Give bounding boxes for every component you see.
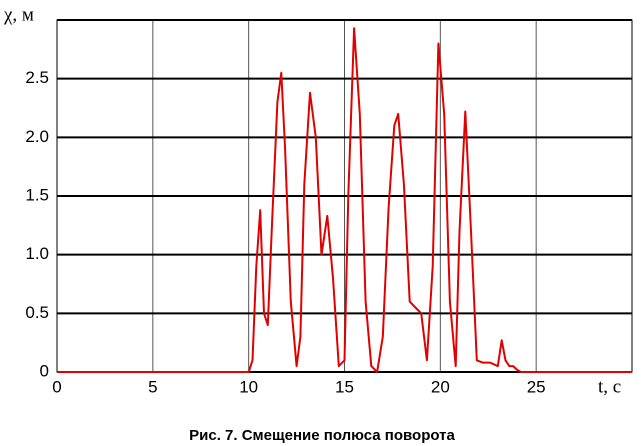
x-axis-label: t, с bbox=[598, 376, 621, 397]
x-tick-label: 15 bbox=[335, 377, 354, 396]
x-tick-label: 20 bbox=[431, 377, 450, 396]
y-tick-label: 2.0 bbox=[25, 127, 49, 146]
x-tick-label: 5 bbox=[148, 377, 157, 396]
x-tick-label: 10 bbox=[239, 377, 258, 396]
y-tick-label: 1.0 bbox=[25, 244, 49, 263]
x-tick-label: 25 bbox=[527, 377, 546, 396]
plot-frame bbox=[56, 19, 633, 373]
caption: Рис. 7. Смещение полюса поворота bbox=[189, 427, 455, 444]
y-tick-label: 0 bbox=[40, 361, 49, 380]
data-line bbox=[57, 27, 632, 373]
y-tick-label: 0.5 bbox=[25, 303, 49, 322]
y-axis-label: χ, м bbox=[3, 4, 34, 25]
x-tick-label: 0 bbox=[52, 377, 61, 396]
y-tick-label: 1.5 bbox=[25, 185, 49, 204]
y-tick-label: 2.5 bbox=[25, 68, 49, 87]
